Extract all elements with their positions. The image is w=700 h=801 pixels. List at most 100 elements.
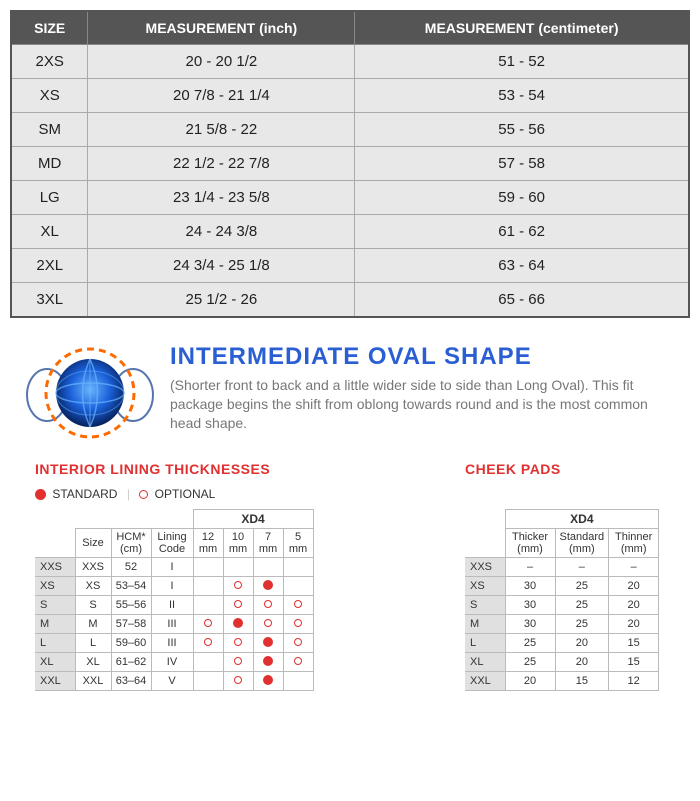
dot-cell [253,577,283,596]
table-cell: 15 [555,672,609,691]
pads-col-thinner: Thinner (mm) [609,529,659,558]
oval-shape-icon [25,343,155,446]
dot-cell [223,596,253,615]
lining-heading: INTERIOR LINING THICKNESSES [35,461,435,477]
lining-col-10: 10 mm [223,529,253,558]
table-cell: 24 3/4 - 25 1/8 [88,249,355,283]
table-cell: XL [75,653,111,672]
table-row: XL24 - 24 3/861 - 62 [11,215,689,249]
table-cell: V [151,672,193,691]
dot-cell [223,615,253,634]
dot-cell [223,672,253,691]
dot-cell [223,653,253,672]
row-label: XXS [465,558,505,577]
pads-col-thicker: Thicker (mm) [505,529,555,558]
table-cell: 12 [609,672,659,691]
table-cell: L [75,634,111,653]
table-cell: 57 - 58 [355,147,689,181]
table-cell: 59 - 60 [355,181,689,215]
open-dot-icon [204,638,212,646]
pads-col-standard: Standard (mm) [555,529,609,558]
open-dot-icon [234,581,242,589]
table-cell: 52 [111,558,151,577]
row-label: XXL [35,672,75,691]
table-cell: LG [11,181,88,215]
open-dot-icon [294,619,302,627]
dot-cell [253,672,283,691]
table-cell: II [151,596,193,615]
dot-cell [253,558,283,577]
lining-col-7: 7 mm [253,529,283,558]
table-row: XS302520 [465,577,659,596]
table-row: XSXS53–54I [35,577,313,596]
dot-cell [223,634,253,653]
table-cell: XXS [75,558,111,577]
table-cell: XL [11,215,88,249]
filled-dot-icon [263,637,273,647]
table-row: XS20 7/8 - 21 1/453 - 54 [11,79,689,113]
dot-cell [193,615,223,634]
table-row: SM21 5/8 - 2255 - 56 [11,113,689,147]
open-dot-icon [204,619,212,627]
table-row: M302520 [465,615,659,634]
lower-section: INTERIOR LINING THICKNESSES STANDARD | O… [0,456,700,706]
open-dot-icon [234,657,242,665]
legend-standard: STANDARD [52,487,117,501]
inch-header: MEASUREMENT (inch) [88,11,355,45]
open-dot-icon [264,619,272,627]
table-cell: 55 - 56 [355,113,689,147]
dot-cell [283,596,313,615]
table-cell: 24 - 24 3/8 [88,215,355,249]
table-row: XLXL61–62IV [35,653,313,672]
table-row: S302520 [465,596,659,615]
open-dot-icon [264,600,272,608]
table-row: LL59–60III [35,634,313,653]
pads-heading: CHEEK PADS [465,461,660,477]
table-cell: 63 - 64 [355,249,689,283]
open-dot-icon [294,638,302,646]
open-dot-icon [234,638,242,646]
table-cell: 53 - 54 [355,79,689,113]
table-cell: III [151,615,193,634]
dot-cell [253,634,283,653]
dot-cell [193,558,223,577]
table-row: L252015 [465,634,659,653]
dot-cell [283,577,313,596]
shape-description: (Shorter front to back and a little wide… [170,376,670,433]
table-cell: – [555,558,609,577]
table-cell: 25 [555,577,609,596]
dot-cell [283,615,313,634]
row-label: L [465,634,505,653]
table-row: 2XS20 - 20 1/251 - 52 [11,45,689,79]
table-cell: 25 [505,653,555,672]
dot-cell [193,577,223,596]
table-cell: 20 [609,596,659,615]
table-cell: 20 [609,577,659,596]
row-label: M [465,615,505,634]
dot-cell [283,634,313,653]
table-cell: 65 - 66 [355,283,689,318]
dot-cell [193,634,223,653]
table-cell: XXL [75,672,111,691]
row-label: XS [35,577,75,596]
table-row: SS55–56II [35,596,313,615]
lining-legend: STANDARD | OPTIONAL [35,487,435,501]
table-cell: 30 [505,615,555,634]
filled-dot-icon [233,618,243,628]
filled-dot-icon [35,489,46,500]
cm-header: MEASUREMENT (centimeter) [355,11,689,45]
size-header: SIZE [11,11,88,45]
table-row: 2XL24 3/4 - 25 1/863 - 64 [11,249,689,283]
table-cell: 30 [505,577,555,596]
table-cell: 2XL [11,249,88,283]
table-cell: – [505,558,555,577]
dot-cell [193,672,223,691]
pads-table: XD4 Thicker (mm) Standard (mm) Thinner (… [465,509,659,691]
table-row: XXL201512 [465,672,659,691]
table-cell: SM [11,113,88,147]
table-row: LG23 1/4 - 23 5/859 - 60 [11,181,689,215]
table-cell: XS [11,79,88,113]
table-cell: XS [75,577,111,596]
row-label: XS [465,577,505,596]
lining-col-size: Size [75,529,111,558]
